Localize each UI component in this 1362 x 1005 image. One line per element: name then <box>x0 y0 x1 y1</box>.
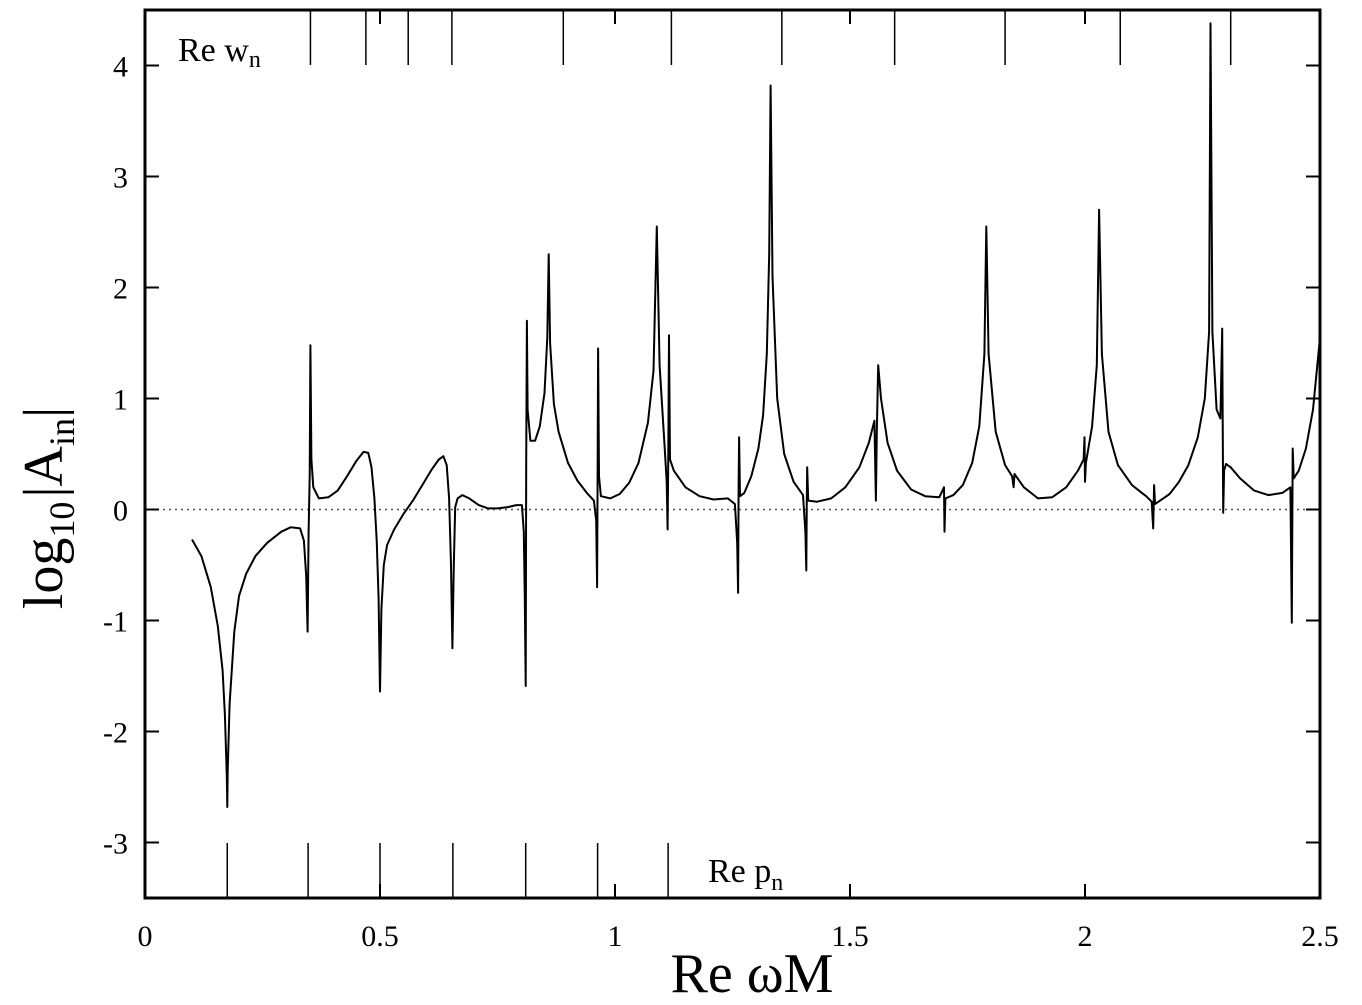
x-tick-label: 1.5 <box>831 920 869 953</box>
top-marker-label-sub: n <box>249 47 261 73</box>
y-tick-label: 3 <box>113 162 128 195</box>
y-tick-label: 2 <box>113 273 128 306</box>
y-axis-label-bar-right: | <box>13 407 75 418</box>
top-marker-group <box>309 10 1232 65</box>
y-axis-label-log: log <box>13 538 75 610</box>
x-tick-label: 0.5 <box>361 920 399 953</box>
plot-frame <box>143 8 1322 900</box>
y-axis-label-a: A <box>13 445 75 486</box>
top-marker-label-main: Re w <box>178 32 249 69</box>
axis-tick-labels: 0 0.5 1 1.5 2 2.5 -3 -2 -1 0 1 2 3 4 <box>103 51 1339 954</box>
bottom-marker-label-sub: n <box>771 870 783 896</box>
bottom-marker-label-main: Re p <box>708 853 771 890</box>
x-tick-label: 2 <box>1078 920 1093 953</box>
y-axis-label-bar-left: | <box>13 486 75 497</box>
bottom-marker-label: Re pn <box>708 853 783 896</box>
y-tick-label: 4 <box>113 51 128 84</box>
top-marker-label: Re wn <box>178 32 261 73</box>
y-tick-label: 0 <box>113 495 128 528</box>
y-tick-label: -3 <box>103 828 128 861</box>
y-axis-label-log-sub: 10 <box>42 502 82 538</box>
y-tick-label: -2 <box>103 717 128 750</box>
x-axis-label: Re ωM <box>671 943 834 1005</box>
x-tick-label: 2.5 <box>1301 920 1339 953</box>
y-tick-label: -1 <box>103 606 128 639</box>
y-axis-label: log10|Ain| <box>13 407 82 609</box>
axis-ticks <box>144 10 1321 898</box>
series-line <box>191 22 1321 808</box>
y-tick-label: 1 <box>113 384 128 417</box>
x-tick-label: 1 <box>608 920 623 953</box>
y-axis-label-a-sub: in <box>42 418 82 446</box>
x-tick-label: 0 <box>138 920 153 953</box>
bottom-marker-group <box>226 843 669 898</box>
